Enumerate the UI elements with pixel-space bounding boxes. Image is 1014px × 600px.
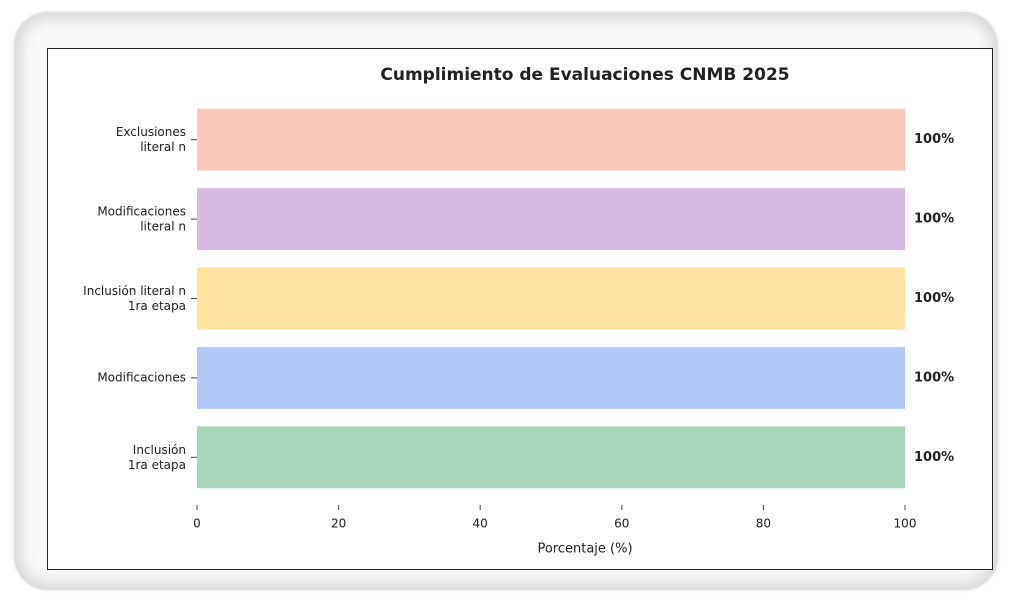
value-label: 100% — [914, 212, 954, 227]
bar — [197, 267, 905, 330]
x-tick-label: 100 — [894, 517, 917, 531]
y-tick-label: Modificaciones literal n — [97, 204, 186, 233]
bar — [197, 188, 905, 251]
x-tick-label: 20 — [331, 517, 346, 531]
value-label: 100% — [914, 370, 954, 385]
x-tick-label: 0 — [193, 517, 201, 531]
y-tick-label: Inclusión 1ra etapa — [128, 442, 186, 471]
x-tick-label: 60 — [614, 517, 629, 531]
bar — [197, 346, 905, 409]
y-tick-label: Exclusiones literal n — [116, 125, 186, 154]
bar — [197, 426, 905, 489]
y-tick-label: Inclusión literal n 1ra etapa — [83, 284, 186, 313]
x-axis-label: Porcentaje (%) — [537, 542, 632, 557]
value-label: 100% — [914, 450, 954, 465]
value-label: 100% — [914, 291, 954, 306]
y-tick-label: Modificaciones — [97, 370, 186, 384]
x-tick-label: 40 — [473, 517, 488, 531]
value-label: 100% — [914, 132, 954, 147]
chart-title: Cumplimiento de Evaluaciones CNMB 2025 — [380, 65, 789, 85]
x-tick-label: 80 — [756, 517, 771, 531]
bar — [197, 108, 905, 171]
